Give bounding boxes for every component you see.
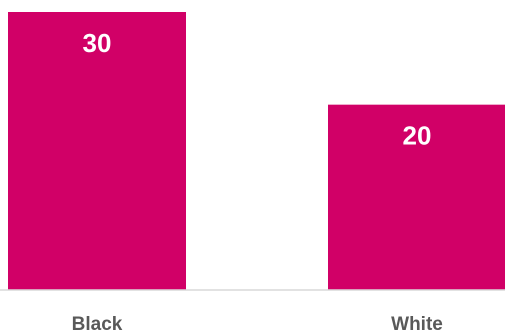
bar-black [8,12,186,290]
data-label-black: 30 [83,28,112,58]
category-label-black: Black [72,314,123,335]
category-label-white: White [391,314,443,335]
data-label-white: 20 [403,121,432,151]
bar-white [328,104,505,291]
